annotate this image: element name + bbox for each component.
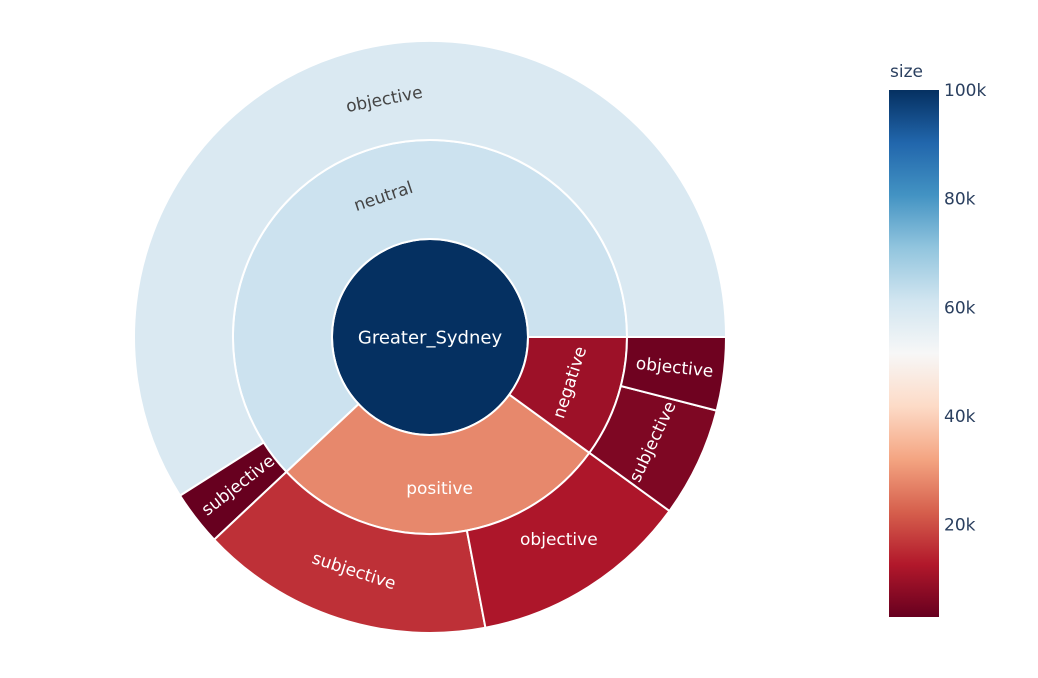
colorbar-tick-label: 40k [944,407,976,427]
colorbar-gradient [889,90,939,617]
sunburst-segment-positive-objective[interactable] [465,451,671,629]
segment-label-positive-objective: objective [520,530,598,550]
segment-label-positive: positive [406,479,473,499]
colorbar-tick-label: 20k [944,516,976,536]
colorbar-tick-label: 100k [944,81,986,101]
sunburst-segment-neutral-subjective[interactable] [178,441,288,542]
colorbar-tick-label: 60k [944,298,976,318]
sunburst-segment-negative-objective[interactable] [619,336,728,412]
root-label: Greater_Sydney [358,328,503,349]
colorbar-title: size [890,62,923,82]
sunburst-segment-neutral-objective[interactable] [133,40,728,497]
sunburst-segment-negative-subjective[interactable] [587,384,718,513]
sunburst: Greater_Sydneyneutralobjectivesubjective… [133,40,728,634]
colorbar: size 20k 40k 60k 80k 100k [889,62,986,617]
sunburst-segment-positive-subjective[interactable] [212,470,487,634]
colorbar-tick-label: 80k [944,190,976,210]
